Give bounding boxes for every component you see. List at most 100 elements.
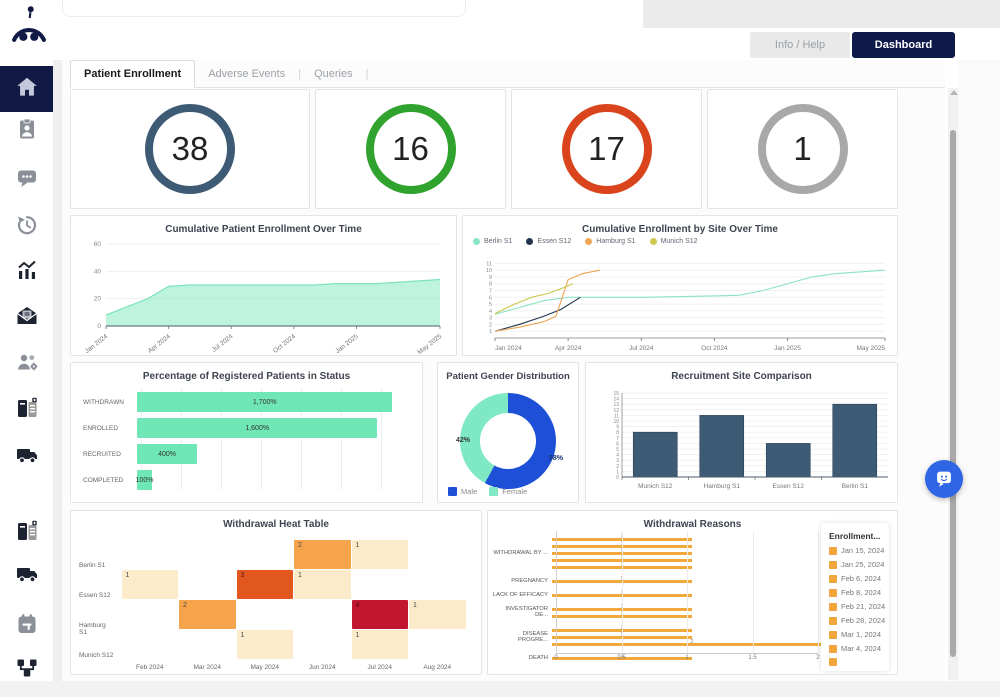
sidebar-item-user-management[interactable] <box>0 347 53 381</box>
svg-text:5: 5 <box>616 447 619 453</box>
kpi-ring: 38 <box>145 104 235 194</box>
tab-queries[interactable]: Queries <box>314 68 353 80</box>
legend-label: Feb 21, 2024 <box>841 602 886 611</box>
kpi-ring: 16 <box>365 104 456 194</box>
chart-card-withdrawal-reasons: Withdrawal Reasons WITHDRAWAL BY ...1111… <box>487 510 898 675</box>
svg-text:Oct 2024: Oct 2024 <box>701 345 728 352</box>
status-bar-track: 1,600% <box>137 418 412 438</box>
legend-label: Munich S12 <box>660 238 698 245</box>
info-help-button[interactable]: Info / Help <box>750 32 850 58</box>
reasons-axis <box>556 653 818 654</box>
sidebar-item-transport[interactable] <box>0 440 53 474</box>
status-bar-track: 400% <box>137 444 412 464</box>
sidebar-item-integrations[interactable] <box>0 653 53 687</box>
svg-text:11: 11 <box>486 261 492 267</box>
sidebar-item-analytics[interactable] <box>0 255 53 289</box>
heatmap-cell: 1 <box>294 569 351 599</box>
heatmap-row-label: Berlin S1 <box>79 562 106 569</box>
tab-separator: | <box>365 68 369 80</box>
calendar-minus-icon <box>15 612 39 641</box>
truck-icon <box>15 562 39 591</box>
heatmap-row-label: Hamburg S1 <box>79 622 106 636</box>
svg-text:4: 4 <box>489 309 492 315</box>
legend-entry: Jan 15, 2024 <box>829 546 885 555</box>
legend-item: Hamburg S1 <box>585 238 636 245</box>
svg-text:Oct 2024: Oct 2024 <box>272 333 297 355</box>
sidebar-item-history[interactable] <box>0 210 53 244</box>
reasons-legend: Enrollment... Jan 15, 2024 Jan 25, 2024 Feb… <box>821 523 889 671</box>
svg-text:8: 8 <box>489 282 492 288</box>
legend-swatch <box>585 238 593 245</box>
x-tick-label: 0 <box>554 655 558 661</box>
legend-item: Essen S12 <box>526 238 571 245</box>
sidebar-item-inbox[interactable] <box>0 301 53 335</box>
heatmap-col-label: Feb 2024 <box>136 664 164 671</box>
legend-item: Berlin S1 <box>473 238 512 245</box>
tab-patient-enrollment[interactable]: Patient Enrollment <box>70 60 196 88</box>
svg-text:9: 9 <box>616 425 619 431</box>
legend-label: Feb 6, 2024 <box>841 574 882 583</box>
svg-text:14: 14 <box>613 397 619 403</box>
scrollbar-thumb[interactable] <box>950 130 956 657</box>
scrollbar-up-icon[interactable] <box>950 90 958 95</box>
search-bar[interactable] <box>62 0 466 17</box>
sidebar-item-home[interactable] <box>0 66 53 112</box>
sidebar-item-patient-record[interactable] <box>0 114 53 148</box>
legend-swatch <box>526 238 534 245</box>
bottom-strip <box>0 681 1000 697</box>
x-tick-label: 0.5 <box>617 655 626 661</box>
sidebar-item-schedule[interactable] <box>0 609 53 643</box>
tab-adverse-events[interactable]: Adverse Events <box>208 68 286 80</box>
x-tick-label: 1.5 <box>748 655 757 661</box>
svg-text:Jan 2025: Jan 2025 <box>334 333 360 355</box>
bar-row: 2 <box>552 639 832 647</box>
svg-text:6: 6 <box>616 441 619 447</box>
dashboard-button[interactable]: Dashboard <box>852 32 955 58</box>
legend-swatch <box>829 546 837 555</box>
heatmap-col-label: Jul 2024 <box>367 664 393 671</box>
chat-button[interactable] <box>925 460 963 498</box>
kpi-value: 38 <box>171 130 209 167</box>
svg-text:8: 8 <box>616 430 619 436</box>
reason-label: INVESTIGATOR DE... <box>505 606 548 618</box>
gridline <box>556 531 557 653</box>
svg-text:Essen S12: Essen S12 <box>773 483 805 490</box>
kpi-card-kpi-1: 38 <box>70 89 310 209</box>
gridline <box>687 531 688 653</box>
tab-bar: Patient Enrollment Adverse Events | Queries… <box>70 60 945 88</box>
kpi-ring: 17 <box>561 104 652 194</box>
sidebar-item-transport-2[interactable] <box>0 559 53 593</box>
donut-hole <box>480 413 536 469</box>
heatmap-cell: 2 <box>294 539 351 569</box>
svg-text:13: 13 <box>613 402 619 408</box>
svg-text:Apr 2024: Apr 2024 <box>147 333 172 355</box>
svg-text:10: 10 <box>486 268 492 274</box>
sidebar-item-add-record[interactable] <box>0 393 53 427</box>
heatmap-cell: 4 <box>351 599 408 629</box>
area-chart: 0 20 40 60 Jan 2024 Apr 2024 Jul 2024 Oct 2024 J… <box>71 216 456 356</box>
chart-card-gender-distribution: Patient Gender Distribution 42% 58% Male… <box>437 362 579 503</box>
svg-text:1: 1 <box>616 469 619 475</box>
status-category-label: RECRUITED <box>83 450 121 458</box>
sidebar-item-comments[interactable] <box>0 163 53 197</box>
legend-item: Female <box>489 487 527 496</box>
bar-row: 1 <box>552 653 832 661</box>
heatmap-col-label: May 2024 <box>250 664 280 671</box>
donut-legend: Male Female <box>448 487 527 496</box>
legend-entry: Feb 8, 2024 <box>829 588 885 597</box>
heatmap-cell: 1 <box>351 629 408 659</box>
legend-label: Jan 15, 2024 <box>841 546 885 555</box>
reason-bar <box>552 657 692 660</box>
users-gear-icon <box>15 350 39 379</box>
status-category-label: WITHDRAWN <box>83 398 124 406</box>
legend-entry-clipped <box>829 658 885 666</box>
svg-text:Apr 2024: Apr 2024 <box>555 345 582 352</box>
status-bar: 1,700% <box>137 392 393 412</box>
legend-label: Hamburg S1 <box>596 238 636 245</box>
chart-title: Withdrawal Reasons <box>643 519 742 530</box>
file-plus-icon <box>15 396 39 425</box>
svg-text:11: 11 <box>614 413 619 419</box>
sidebar-item-add-record-2[interactable] <box>0 516 53 550</box>
bar-value-label: 2 <box>690 639 694 645</box>
status-category-label: ENROLLED <box>83 424 119 432</box>
